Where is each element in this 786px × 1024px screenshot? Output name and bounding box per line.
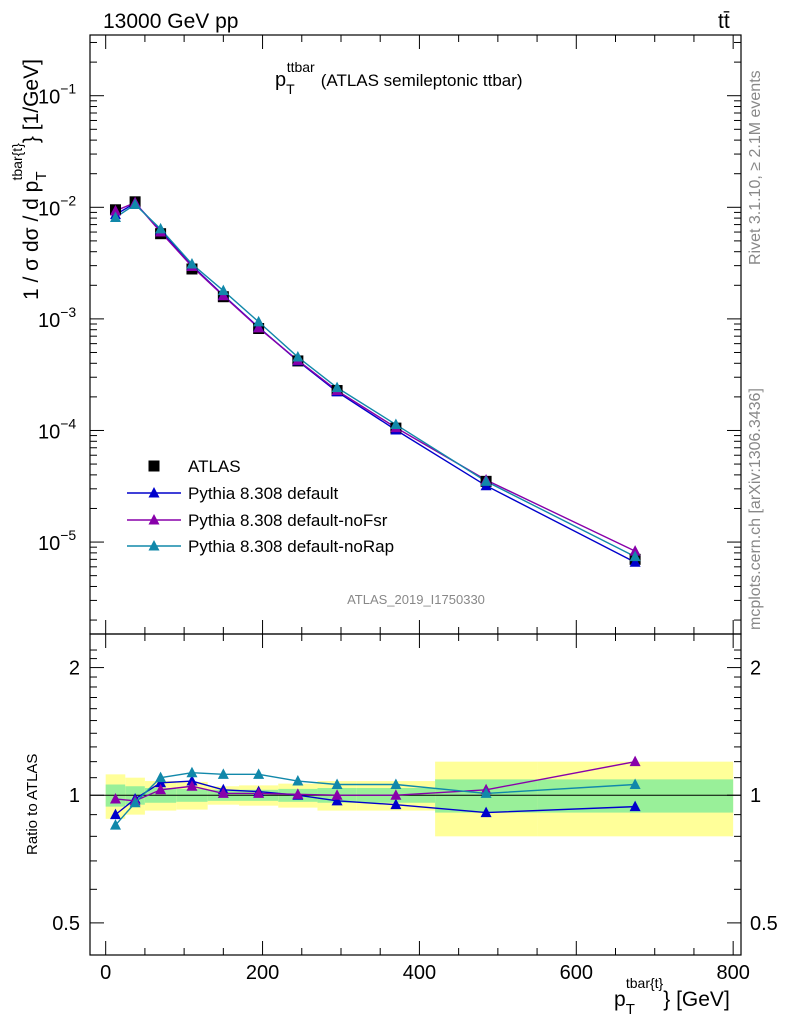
series-line-noRap [115,203,636,558]
ratio-point-default [331,794,343,806]
ratio-point-noRap [186,766,198,778]
y-tick-label: 10−4 [38,415,76,443]
energy-label: 13000 GeV pp [103,10,238,33]
ratio-point-noRap [217,768,229,779]
series-line-default [115,202,636,563]
ratio-point-noRap [253,768,265,779]
ratio-point-noFsr [292,788,304,799]
ratio-y-tick-label: 2 [69,658,80,680]
legend-label: Pythia 8.308 default-noRap [188,537,394,556]
rivet-label: Rivet 3.1.10, ≥ 2.1M events [747,70,764,265]
ratio-point-noRap [390,778,402,790]
y-tick-label: 10−1 [38,81,76,109]
data-point-noRap [292,351,304,362]
ratio-point-noFsr [217,787,229,798]
ratio-point-noRap [109,819,121,830]
y-axis-label-sup: tbar{t} [9,143,25,181]
legend-label: Pythia 8.308 default [188,484,339,503]
plot-title: pTttbar (ATLAS semileptonic ttbar) [275,59,523,97]
data-point-default [629,556,641,567]
ratio-point-noFsr [109,792,121,804]
ratio-y-axis-label: Ratio to ATLAS [24,754,41,855]
y-tick-label: 10−3 [38,304,76,332]
ratio-y-tick-label-right: 0.5 [750,913,778,935]
ratio-point-default [109,808,121,820]
process-label: tt̄ [718,10,730,33]
legend-marker-default [148,487,160,498]
ratio-point-noRap [155,771,167,783]
data-point-noRap [253,315,265,327]
plot-title-main: p [275,69,286,91]
x-axis-label-main: p [614,988,626,1011]
analysis-watermark: ATLAS_2019_I1750330 [347,592,485,607]
ratio-panel: 0 200 400 600 800 0.5 0.5 1 1 2 2 [52,633,778,984]
legend-label: Pythia 8.308 default-noFsr [188,511,388,530]
legend-label: ATLAS [188,457,241,476]
ratio-y-tick-label-right: 1 [750,785,761,807]
data-point-noRap [186,258,198,269]
legend-marker-atlas [148,460,160,472]
data-point-noRap [480,475,492,486]
legend: ATLAS Pythia 8.308 default Pythia 8.308 de… [127,457,394,556]
data-point-noRap [390,418,402,430]
ratio-point-noRap [629,778,641,790]
ratio-point-noFsr [155,783,167,795]
ratio-y-tick-label-right: 2 [750,658,761,680]
ratio-point-default [390,798,402,810]
x-axis-label: pTtbar{t}} [GeV] [614,975,730,1018]
x-tick-label: 0 [100,962,111,984]
ratio-point-default [629,800,641,812]
legend-marker-noRap [148,540,160,551]
ratio-point-noFsr [253,787,265,798]
x-tick-label: 600 [560,962,593,984]
y-tick-label: 10−5 [38,527,76,555]
ratio-frame [89,633,742,956]
ratio-point-noFsr [629,755,641,767]
ratio-point-noFsr [390,789,402,800]
plot-title-sub: T [286,81,295,97]
ratio-point-noRap [292,775,304,786]
ratio-y-tick-label: 1 [69,785,80,807]
plot-title-sup: ttbar [287,59,315,75]
x-tick-label: 200 [246,962,279,984]
main-panel: 10−1 10−2 10−3 10−4 10−5 [38,34,742,635]
data-point-noFsr [629,545,641,556]
data-point-noFsr [109,204,121,216]
data-point-noRap [331,381,343,393]
ratio-point-noFsr [186,780,198,791]
mcplots-label: mcplots.cern.ch [arXiv:1306.3436] [747,388,764,630]
x-axis-label-sup: tbar{t} [626,975,664,991]
y-axis-label-prefix: 1 / σ dσ / d p [20,181,43,300]
data-point-noRap [629,550,641,562]
data-point-noRap [217,284,229,296]
y-tick-label: 10−2 [38,192,76,220]
data-point-noRap [129,198,141,209]
data-point-noFsr [253,321,265,333]
y-axis-label: 1 / σ dσ / d pTtbar{t}} [1/GeV] [9,59,50,300]
ratio-point-default [480,806,492,818]
legend-marker-noFsr [148,514,160,525]
x-tick-label: 800 [716,962,749,984]
x-axis-label-sub: T [626,1001,635,1018]
x-axis-label-suffix: } [GeV] [663,988,730,1011]
data-point-noRap [109,211,121,223]
ratio-point-noFsr [331,789,343,800]
y-axis-label-sub: T [33,172,50,181]
x-tick-label: 400 [403,962,436,984]
ratio-point-noRap [129,796,141,808]
ratio-y-tick-label: 0.5 [52,913,80,935]
ratio-point-noRap [331,778,343,790]
ratio-point-noRap [480,787,492,798]
plot-title-rest: (ATLAS semileptonic ttbar) [321,71,523,90]
data-point-noRap [155,222,167,234]
y-axis-label-suffix: } [1/GeV] [20,59,43,143]
